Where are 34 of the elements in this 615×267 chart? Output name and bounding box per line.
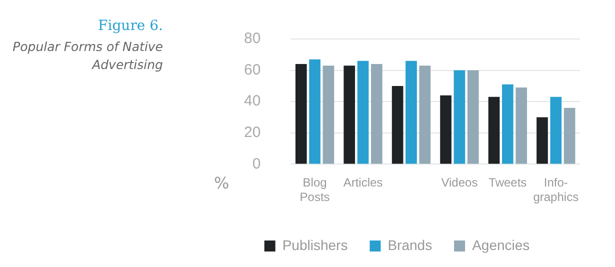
bar — [357, 60, 369, 164]
bar — [550, 96, 562, 164]
bar — [454, 70, 466, 164]
legend-label: Agencies — [472, 236, 530, 253]
bar — [467, 70, 479, 164]
x-tick-label: Tweets — [488, 176, 527, 190]
x-tick-label: Articles — [343, 176, 383, 190]
y-tick-label: 0 — [252, 155, 261, 172]
y-axis-title: % — [214, 173, 230, 192]
bar — [536, 117, 548, 164]
bar — [392, 86, 404, 164]
bar — [488, 96, 500, 164]
text: Popular Forms of Native Advertising — [12, 38, 163, 74]
bar — [344, 66, 356, 164]
bar — [502, 84, 514, 164]
text: Figure 6. — [98, 18, 163, 34]
bar — [371, 64, 382, 164]
bar — [309, 59, 320, 164]
y-tick-label: 80 — [244, 30, 261, 48]
y-tick-label: 40 — [244, 92, 261, 110]
bar — [516, 88, 528, 164]
x-tick-label: Blog Posts — [300, 176, 330, 204]
bar — [419, 66, 431, 164]
x-tick-label: Videos — [441, 176, 478, 190]
bar — [564, 108, 576, 164]
y-tick-label: 60 — [244, 61, 261, 78]
bar — [295, 64, 307, 164]
bar — [406, 60, 417, 164]
x-tick-label: Info-graphics — [533, 176, 579, 204]
bar — [440, 95, 452, 164]
bar — [322, 66, 334, 164]
legend-label: Brands — [388, 236, 432, 253]
y-tick-label: 20 — [244, 124, 261, 142]
legend-label: Publishers — [282, 236, 348, 253]
